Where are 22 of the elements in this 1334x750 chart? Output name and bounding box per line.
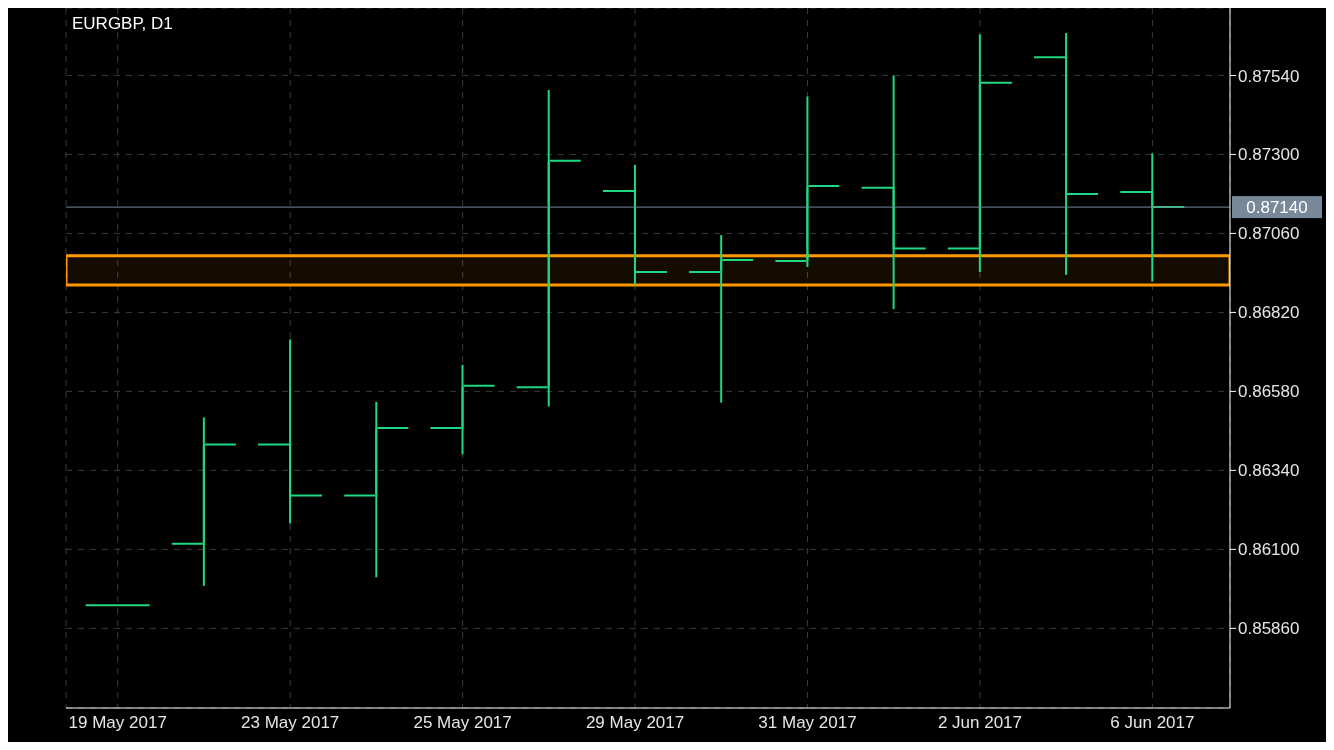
x-tick-label: 19 May 2017	[68, 713, 167, 733]
candlestick	[257, 338, 324, 525]
x-tick-label: 31 May 2017	[758, 713, 857, 733]
x-tick-label: 25 May 2017	[413, 713, 512, 733]
x-tick-label: 2 Jun 2017	[937, 713, 1023, 733]
candlestick	[689, 234, 754, 404]
x-tick-label: 29 May 2017	[585, 713, 685, 733]
y-tick-label: 0.87540	[1238, 66, 1300, 86]
y-tick-label: 0.86340	[1238, 461, 1300, 481]
ref-line-label: 0.87140	[1246, 198, 1308, 218]
candlestick	[1033, 32, 1100, 276]
candlestick	[860, 74, 927, 311]
y-tick-label: 0.87300	[1238, 145, 1300, 165]
y-tick-label: 0.86100	[1238, 540, 1300, 560]
x-tick-label: 6 Jun 2017	[1110, 713, 1195, 733]
y-tick-label: 0.85860	[1238, 619, 1300, 639]
chart-title: EURGBP, D1	[72, 14, 173, 34]
y-tick-label: 0.86580	[1238, 382, 1300, 402]
y-tick-label: 0.86820	[1238, 303, 1300, 323]
candlestick	[601, 163, 668, 287]
x-tick-label: 23 May 2017	[241, 713, 340, 733]
y-tick-label: 0.87060	[1238, 224, 1300, 244]
